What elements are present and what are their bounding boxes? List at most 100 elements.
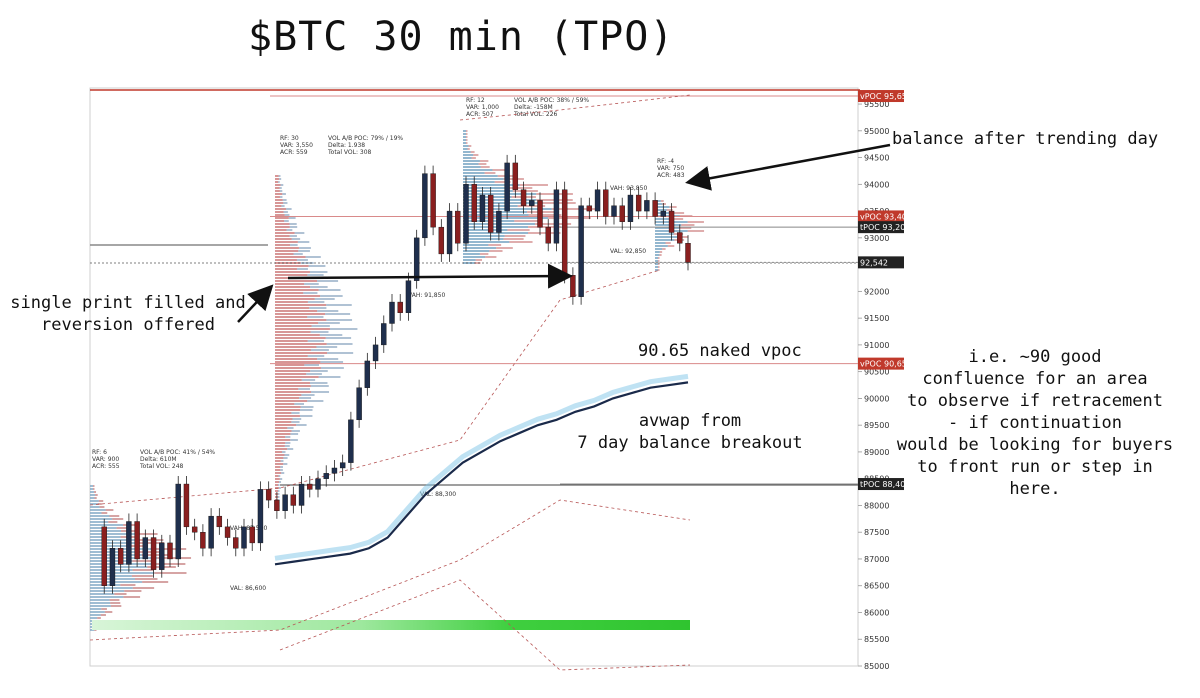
profile-bar (275, 259, 297, 261)
candle-body (323, 473, 329, 479)
profile-bar (275, 178, 280, 180)
candle-body (117, 548, 124, 565)
levels-layer (89, 94, 858, 671)
profile-bar (466, 136, 468, 138)
profile-bar (309, 271, 328, 273)
price-tag (858, 478, 904, 491)
profile-bar (509, 241, 533, 243)
y-tick-label: 85000 (864, 662, 889, 671)
profile-bar (519, 184, 548, 186)
candle-body (307, 483, 313, 490)
candle-body (504, 162, 510, 212)
profile-bar (325, 337, 352, 339)
profile-bar (658, 269, 660, 271)
profile-bar (275, 457, 284, 459)
candle-body (438, 226, 445, 255)
profile-bar (90, 596, 124, 598)
candle-body (372, 344, 379, 362)
profile-bar (280, 469, 283, 471)
profile-bar (463, 232, 528, 234)
profile-bar (278, 493, 280, 495)
profile-stat: ACR: 507 (466, 111, 494, 118)
profile-bar (285, 442, 291, 444)
profile-bar (293, 253, 303, 255)
profile-bar (309, 382, 328, 384)
candle-body (537, 200, 543, 228)
y-tick-label: 91500 (864, 314, 889, 323)
profile-bar (310, 385, 329, 387)
profile-bar (132, 560, 154, 562)
profile-bar (655, 245, 668, 247)
profile-stat: Delta: 1.938 (328, 142, 365, 149)
profile-bar (463, 148, 468, 150)
candle-body (520, 189, 527, 206)
profile-bar (275, 328, 330, 330)
profile-bar (275, 202, 284, 204)
profile-bar (104, 611, 113, 613)
profile-bar (90, 500, 99, 502)
profile-bar (463, 193, 537, 195)
profile-bar (300, 409, 313, 411)
profile-bar (90, 590, 125, 592)
profile-bar (124, 590, 142, 592)
profile-bar (463, 244, 489, 246)
profile-bar (310, 286, 328, 288)
profile-bar (463, 184, 520, 186)
profile-bar (131, 575, 153, 577)
profile-bar (275, 337, 326, 339)
candle-body (422, 173, 428, 239)
candle-body (545, 226, 551, 244)
profile-bar (275, 223, 290, 225)
profile-bar (275, 463, 284, 465)
candle-body (586, 205, 593, 212)
envelope-line (459, 94, 691, 121)
profile-bar (326, 343, 353, 345)
candle-body (249, 526, 255, 544)
arrow-single-print (237, 284, 274, 323)
profile-bar (655, 224, 682, 226)
profile-bar (281, 472, 285, 474)
profile-bar (94, 497, 97, 499)
profile-bar (275, 208, 287, 210)
profile-bar (90, 515, 110, 517)
profile-bar (135, 533, 158, 535)
profile-bar (489, 250, 503, 252)
profile-bar (305, 256, 321, 258)
candle-body (339, 462, 346, 469)
profile-bar (275, 445, 285, 447)
profile-bar (275, 397, 300, 399)
profile-bar (90, 581, 143, 583)
profile-stat: ACR: 483 (657, 172, 685, 179)
profile-bar (303, 292, 318, 294)
y-tick-label: 85500 (864, 635, 889, 644)
profile-bar (275, 388, 299, 390)
candle-body (101, 526, 107, 586)
candle-body (611, 205, 617, 217)
profile-bar (94, 491, 97, 493)
profile-bar (275, 265, 309, 267)
profile-bar (284, 454, 290, 456)
profile-bar (90, 611, 105, 613)
profile-bar (279, 196, 283, 198)
profile-bar (326, 304, 352, 306)
profile-bar (275, 187, 280, 189)
profile-bar (463, 199, 537, 201)
profile-bar (283, 211, 288, 213)
profile-bar (320, 295, 343, 297)
profile-bar (463, 253, 480, 255)
profile-bar (90, 539, 139, 541)
plot-frame (89, 87, 859, 667)
value-area-label: VAH: 91,850 (408, 292, 445, 299)
note-single-print: single print filled and reversion offere… (10, 293, 246, 335)
candle-body (224, 526, 231, 538)
profile-bar (278, 484, 280, 486)
profile-bar (98, 500, 104, 502)
profile-stat: Total VOL: 226 (513, 111, 558, 118)
profile-bar (463, 241, 510, 243)
candle-body (685, 243, 691, 263)
candle-body (455, 210, 461, 244)
profile-bar (275, 289, 319, 291)
profile-bar (463, 238, 504, 240)
